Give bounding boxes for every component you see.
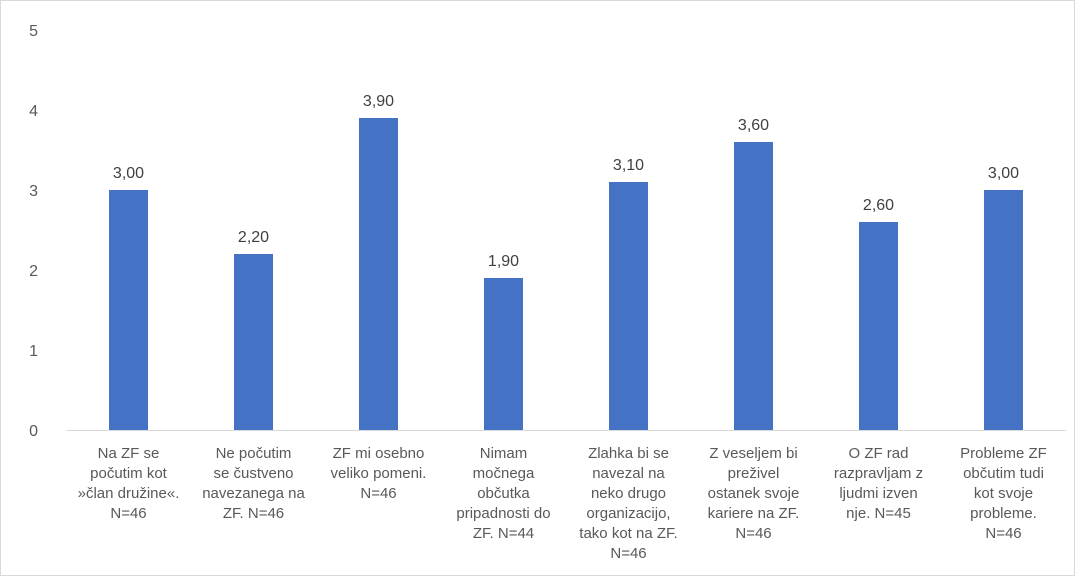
category-label: kariere na ZF.: [708, 505, 800, 522]
data-label: 3,60: [738, 117, 769, 134]
bar: [859, 222, 898, 430]
y-tick-label: 2: [29, 263, 38, 280]
category-label: veliko pomeni.: [331, 465, 427, 482]
y-tick-label: 0: [29, 423, 38, 440]
category-label: ZF. N=46: [223, 505, 284, 522]
bar: [984, 190, 1023, 430]
bar: [359, 118, 398, 430]
category-label: nje. N=45: [846, 505, 911, 522]
bar: [609, 182, 648, 430]
category-label: občutim tudi: [963, 465, 1044, 482]
category-label: N=46: [610, 545, 646, 562]
category-label: N=46: [985, 525, 1021, 542]
bar: [234, 254, 273, 430]
category-label: O ZF rad: [848, 445, 908, 462]
category-label: počutim kot: [90, 465, 168, 482]
category-label: ZF mi osebno: [333, 445, 425, 462]
category-label: Na ZF se: [98, 445, 160, 462]
category-label: navezanega na: [202, 485, 305, 502]
category-label: preživel: [728, 465, 780, 482]
category-label: ZF. N=44: [473, 525, 534, 542]
category-label: občutka: [477, 485, 530, 502]
y-tick-label: 1: [29, 343, 38, 360]
data-label: 3,00: [988, 165, 1019, 182]
category-label: organizacijo,: [586, 505, 670, 522]
category-label: se čustveno: [213, 465, 293, 482]
category-label: probleme.: [970, 505, 1037, 522]
data-label: 3,00: [113, 165, 144, 182]
category-label: neko drugo: [591, 485, 666, 502]
category-label: ljudmi izven: [839, 485, 917, 502]
category-label: razpravljam z: [834, 465, 923, 482]
category-label: Ne počutim: [216, 445, 292, 462]
data-label: 2,60: [863, 197, 894, 214]
category-label: močnega: [473, 465, 535, 482]
data-label: 1,90: [488, 253, 519, 270]
category-label: ostanek svoje: [708, 485, 800, 502]
y-tick-label: 3: [29, 183, 38, 200]
bar: [734, 142, 773, 430]
data-label: 3,90: [363, 93, 394, 110]
category-label: navezal na: [592, 465, 665, 482]
y-tick-label: 4: [29, 103, 38, 120]
bar: [109, 190, 148, 430]
category-label: pripadnosti do: [456, 505, 550, 522]
category-label: Probleme ZF: [960, 445, 1047, 462]
data-label: 2,20: [238, 229, 269, 246]
category-label: tako kot na ZF.: [579, 525, 677, 542]
data-label: 3,10: [613, 157, 644, 174]
category-label: kot svoje: [974, 485, 1033, 502]
bar: [484, 278, 523, 430]
category-label: »član družine«.: [78, 485, 180, 502]
category-label: N=46: [360, 485, 396, 502]
y-tick-label: 5: [29, 23, 38, 40]
category-label: Nimam: [480, 445, 528, 462]
category-label: Z veseljem bi: [709, 445, 797, 462]
category-label: Zlahka bi se: [588, 445, 669, 462]
category-label: N=46: [110, 505, 146, 522]
category-label: N=46: [735, 525, 771, 542]
